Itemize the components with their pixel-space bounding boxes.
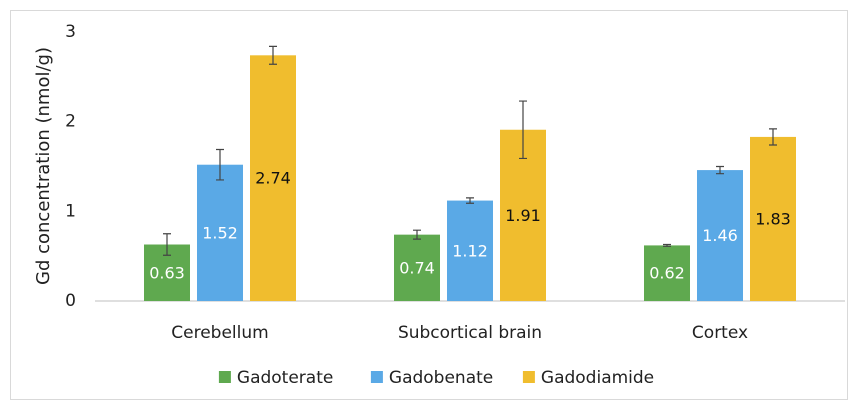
x-tick-label: Cerebellum <box>171 323 268 343</box>
x-tick-label: Cortex <box>692 323 748 343</box>
data-label: 1.46 <box>702 226 738 245</box>
legend-label: Gadoterate <box>237 368 333 388</box>
x-tick-label: Subcortical brain <box>398 323 542 343</box>
error-bar <box>466 197 474 204</box>
bar <box>750 136 796 301</box>
y-tick-label: 3 <box>65 22 76 42</box>
y-axis-title: Gd concentration (nmol/g) <box>33 47 54 285</box>
legend-swatch <box>370 371 383 383</box>
error-bar <box>716 165 724 175</box>
error-bar <box>663 243 671 247</box>
y-tick-label: 1 <box>65 201 76 221</box>
y-tick-label: 2 <box>65 112 76 132</box>
bar <box>250 55 296 302</box>
data-label: 1.91 <box>505 206 541 225</box>
data-label: 1.52 <box>202 223 238 242</box>
bar <box>697 170 743 301</box>
bar <box>644 245 690 301</box>
data-label: 1.83 <box>755 209 791 228</box>
error-bar <box>163 233 171 256</box>
y-tick-label: 0 <box>65 291 76 311</box>
error-bar <box>769 128 777 146</box>
error-bar <box>216 148 224 181</box>
legend-swatch <box>218 371 231 383</box>
data-label: 0.62 <box>649 264 685 283</box>
data-label: 1.12 <box>452 241 488 260</box>
legend-label: Gadodiamide <box>541 368 654 388</box>
error-bar <box>269 45 277 65</box>
error-bar <box>413 229 421 240</box>
legend-swatch <box>522 371 535 383</box>
error-bar <box>519 100 527 160</box>
data-label: 0.63 <box>149 263 185 282</box>
bar <box>447 200 493 301</box>
data-label: 2.74 <box>255 169 291 188</box>
bar <box>197 164 243 301</box>
legend-label: Gadobenate <box>389 368 493 388</box>
bar <box>394 234 440 301</box>
data-label: 0.74 <box>399 258 435 277</box>
